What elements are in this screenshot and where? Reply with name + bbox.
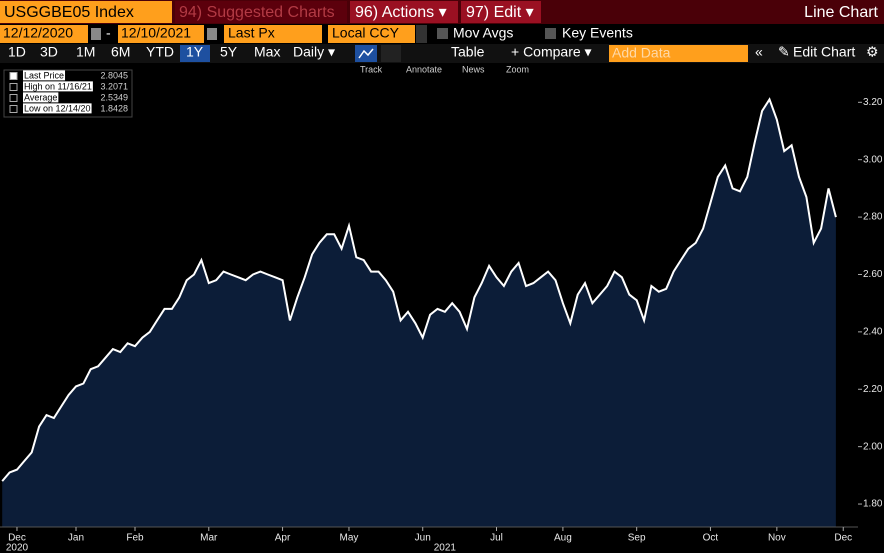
- y-tick-label: 2.80: [863, 212, 883, 223]
- table-button[interactable]: Table: [451, 44, 485, 60]
- legend-value: 2.5349: [100, 92, 128, 102]
- start-date-field[interactable]: [0, 25, 88, 43]
- legend-label-bg: [23, 92, 59, 103]
- collapse-icon[interactable]: «: [755, 44, 763, 60]
- legend-label: Low on 12/14/20: [24, 103, 91, 113]
- legend-label-bg: [23, 103, 92, 114]
- checkbox[interactable]: [545, 28, 556, 39]
- x-tick-label: Feb: [126, 533, 144, 544]
- x-tick-label: Jul: [490, 533, 503, 544]
- chart: 1.80 2.00 2.20 2.40 2.60 2.80 3.00 3.20 Dec Jan Fe…: [0, 97, 883, 553]
- actions-label: 96) Actions ▾: [355, 4, 447, 21]
- legend-value: 1.8428: [100, 103, 128, 113]
- x-tick-label: Sep: [628, 533, 646, 544]
- y-tick-label: 2.60: [863, 269, 883, 280]
- currency: Local CCY: [332, 25, 400, 41]
- dropdown-arrow[interactable]: [416, 25, 427, 43]
- period-button[interactable]: 3D: [40, 44, 58, 60]
- period-button[interactable]: 6M: [111, 44, 130, 60]
- x-tick-label: Apr: [275, 533, 291, 544]
- suggested-label: 94) Suggested Charts: [179, 4, 335, 21]
- start-date: 12/12/2020: [3, 25, 73, 41]
- period-button[interactable]: 1Y: [186, 44, 204, 60]
- key-events: Key Events: [562, 25, 633, 41]
- legend-label-bg: [23, 70, 66, 81]
- actions-button[interactable]: [350, 1, 458, 23]
- edit-button[interactable]: [461, 1, 541, 23]
- x-tick-label: Mar: [200, 533, 218, 544]
- legend-marker: [9, 72, 18, 80]
- period-group: 1D 3D 1M 6M YTD 1Y 5Y Max: [8, 44, 280, 62]
- year-label: 2020: [6, 543, 29, 553]
- line: [1, 97, 837, 482]
- period-button[interactable]: 1D: [8, 44, 26, 60]
- y-tick-label: 3.00: [863, 154, 883, 165]
- x-tick-label: Dec: [8, 533, 26, 544]
- bar-icon[interactable]: [381, 45, 401, 62]
- currency-select[interactable]: [328, 25, 415, 43]
- period-button[interactable]: YTD: [146, 44, 174, 60]
- legend-label: High on 11/16/21: [24, 81, 92, 91]
- calendar-icon[interactable]: [91, 28, 101, 40]
- tool-button[interactable]: Annotate: [406, 64, 442, 74]
- x-tick-label: Nov: [768, 533, 786, 544]
- period-button[interactable]: Max: [254, 44, 280, 60]
- settings-icon[interactable]: ⚙: [866, 44, 879, 60]
- tool-button[interactable]: Zoom: [506, 64, 529, 74]
- edit-label: 97) Edit ▾: [466, 4, 534, 21]
- y-tick-label: 1.80: [863, 499, 883, 510]
- period-button[interactable]: 1M: [76, 44, 95, 60]
- mov-avgs: Mov Avgs: [453, 25, 513, 41]
- x-tick-label: Jan: [68, 533, 84, 544]
- x-tick-label: Jun: [415, 533, 431, 544]
- x-tick-label: Dec: [834, 533, 852, 544]
- suggested-button[interactable]: [175, 1, 347, 23]
- legend-marker: [9, 94, 18, 102]
- year-label: 2021: [434, 543, 457, 553]
- legend-value: 3.2071: [100, 81, 128, 91]
- y-tick-label: 2.20: [863, 384, 883, 395]
- tool-button[interactable]: Track: [360, 64, 383, 74]
- x-tick-label: Oct: [703, 533, 719, 544]
- checkbox[interactable]: [437, 28, 448, 39]
- period-button[interactable]: 5Y: [220, 44, 238, 60]
- chart-type: Line Chart: [804, 4, 878, 21]
- pen-icon: ✎: [778, 44, 790, 60]
- calendar-icon[interactable]: [207, 28, 217, 40]
- field-select[interactable]: [224, 25, 322, 43]
- tool-button[interactable]: News: [462, 64, 485, 74]
- line-glyph: [358, 48, 374, 59]
- x-tick-label: Aug: [554, 533, 572, 544]
- ticker: USGGBE05 Index: [4, 4, 134, 21]
- y-tick-label: 2.00: [863, 441, 883, 452]
- y-tick-label: 3.20: [863, 97, 883, 108]
- add-data-field[interactable]: [609, 45, 748, 62]
- frequency[interactable]: Daily ▾: [293, 44, 335, 60]
- legend-marker: [9, 83, 18, 91]
- add-data: Add Data: [612, 45, 671, 61]
- area: [2, 99, 836, 528]
- legend-label-bg: [23, 81, 93, 92]
- edit-chart-button[interactable]: Edit Chart: [793, 44, 855, 60]
- legend-label: Last Price: [24, 70, 64, 80]
- x-tick-label: May: [340, 533, 359, 544]
- period-selected: [180, 45, 210, 62]
- date-dash: -: [106, 25, 111, 41]
- ticker-box[interactable]: [0, 1, 172, 23]
- legend-value: 2.8045: [100, 70, 128, 80]
- field: Last Px: [228, 25, 275, 41]
- tool-group: Track Annotate News Zoom: [360, 64, 529, 74]
- compare-button[interactable]: + Compare ▾: [511, 44, 592, 60]
- toolbar: [0, 44, 884, 63]
- legend-label: Average: [24, 92, 57, 102]
- y-tick-label: 2.40: [863, 327, 883, 338]
- end-date: 12/10/2021: [121, 25, 191, 41]
- end-date-field[interactable]: [118, 25, 204, 43]
- legend-marker: [9, 105, 18, 113]
- legend: Last Price 2.8045 High on 11/16/21 3.2071 Av…: [3, 69, 133, 118]
